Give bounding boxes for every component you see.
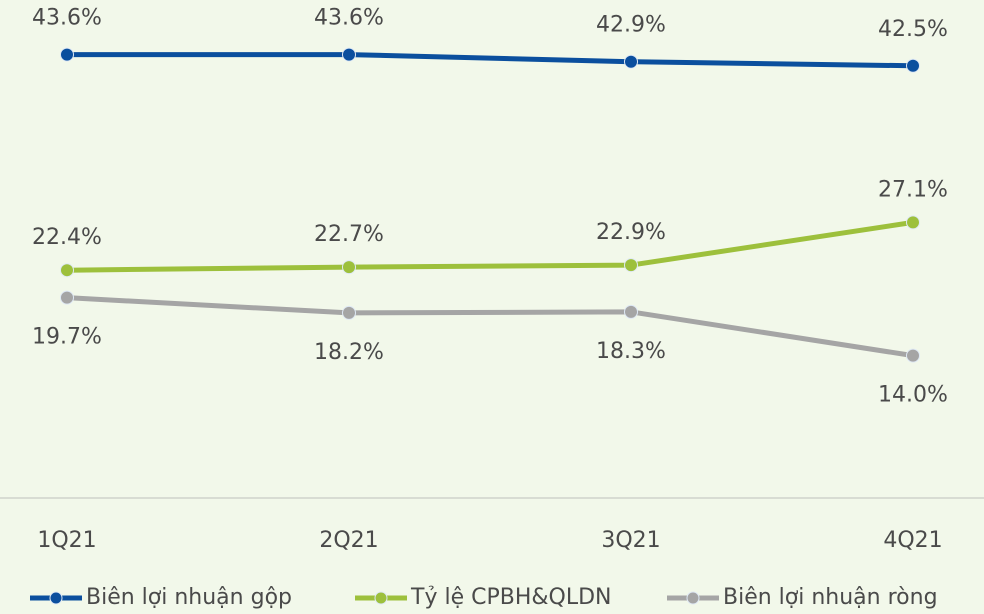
- series-line: [66, 295, 914, 359]
- x-tick-label: 2Q21: [319, 528, 378, 553]
- point: [60, 263, 74, 278]
- legend-label: Biên lợi nhuận gộp: [86, 585, 292, 610]
- legend-marker: [49, 591, 63, 605]
- legend-label: Tỷ lệ CPBH&QLDN: [410, 585, 611, 610]
- data-label: 43.6%: [32, 6, 102, 31]
- x-tick-label: 1Q21: [37, 528, 96, 553]
- point: [906, 348, 920, 363]
- data-label: 42.9%: [596, 13, 666, 38]
- data-label: 14.0%: [878, 383, 948, 408]
- point: [60, 47, 74, 62]
- point: [342, 305, 356, 320]
- point: [342, 260, 356, 275]
- data-label: 22.4%: [32, 225, 102, 250]
- data-label: 27.1%: [878, 177, 948, 202]
- x-tick-label: 4Q21: [883, 528, 942, 553]
- point: [624, 54, 638, 69]
- data-label: 18.3%: [596, 339, 666, 364]
- x-tick-label: 3Q21: [601, 528, 660, 553]
- data-label: 18.2%: [314, 340, 384, 365]
- point: [624, 258, 638, 273]
- point: [60, 290, 74, 305]
- data-label: 22.9%: [596, 220, 666, 245]
- data-label: 42.5%: [878, 17, 948, 42]
- series-line: [67, 52, 914, 69]
- point: [906, 215, 920, 230]
- legend-marker: [374, 591, 388, 605]
- point: [906, 58, 920, 73]
- legend-label: Biên lợi nhuận ròng: [723, 585, 938, 610]
- data-label: 43.6%: [314, 6, 384, 31]
- series-line: [66, 219, 914, 273]
- legend-marker: [686, 591, 700, 605]
- point: [624, 304, 638, 319]
- data-label: 22.7%: [314, 222, 384, 247]
- point: [342, 47, 356, 62]
- data-label: 19.7%: [32, 325, 102, 350]
